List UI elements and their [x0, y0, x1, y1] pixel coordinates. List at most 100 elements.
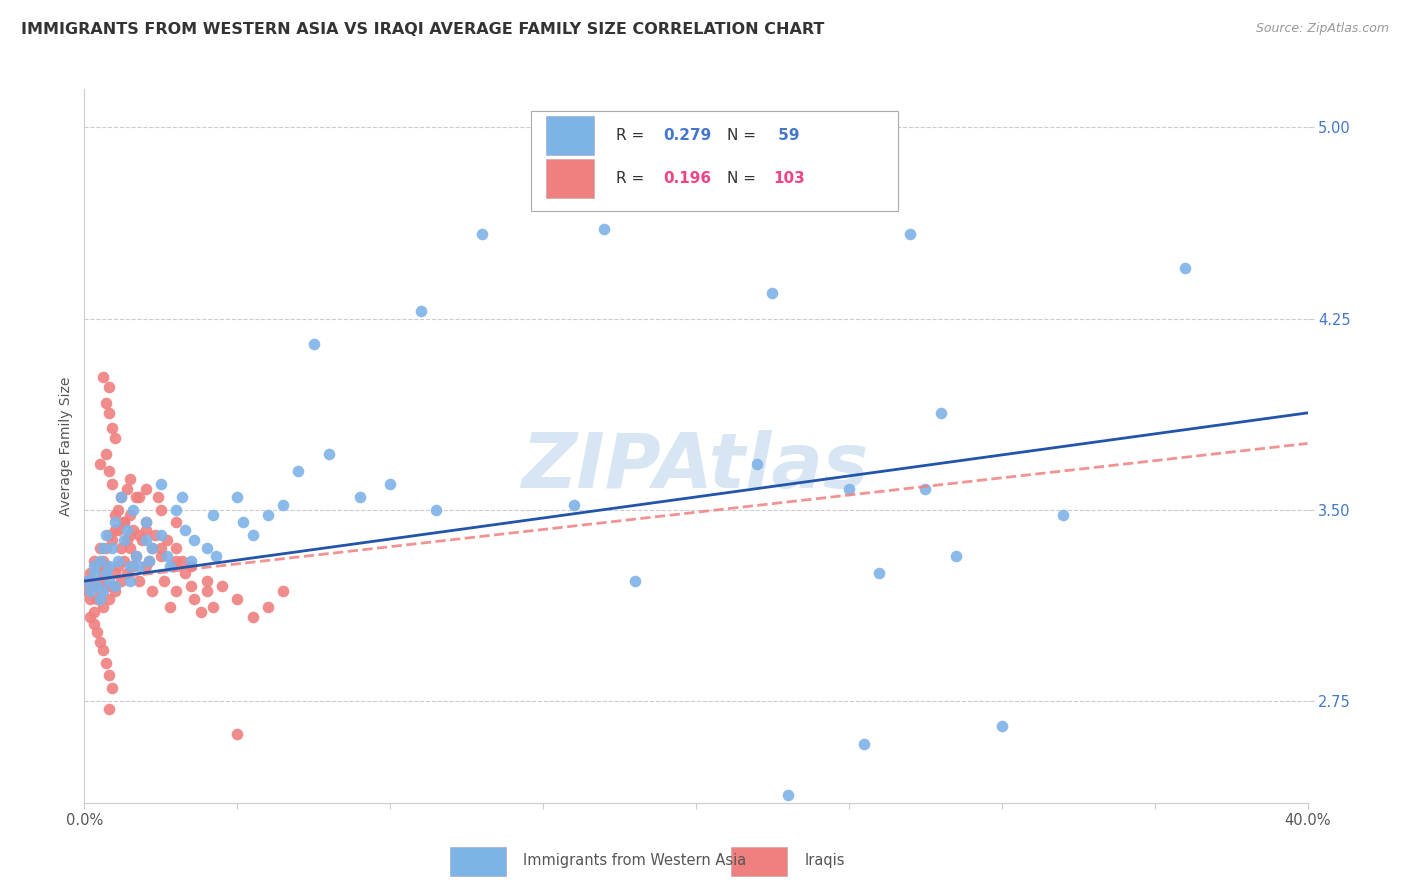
Point [120, 472, 142, 486]
Point [112, 533, 135, 548]
Point [165, 584, 187, 599]
Point [128, 528, 150, 542]
Point [89, 457, 111, 471]
Point [97, 465, 120, 479]
Point [195, 584, 218, 599]
Point [94, 395, 117, 409]
Point [761, 286, 783, 301]
Point [76, 574, 98, 588]
Point [97, 591, 120, 606]
Point [120, 541, 142, 555]
Point [172, 554, 194, 568]
Point [122, 558, 145, 573]
Point [156, 549, 179, 563]
Point [149, 477, 172, 491]
Point [86, 558, 108, 573]
Point [141, 541, 163, 555]
Point [226, 727, 249, 741]
Point [83, 617, 105, 632]
Text: Immigrants from Western Asia: Immigrants from Western Asia [523, 854, 747, 868]
Point [287, 465, 309, 479]
Bar [731, 847, 787, 876]
Point [183, 533, 205, 548]
Point [115, 566, 138, 581]
Point [101, 421, 124, 435]
Point [593, 222, 616, 236]
Point [91, 541, 114, 555]
Point [125, 549, 148, 563]
Point [195, 574, 218, 588]
Point [112, 516, 135, 530]
Point [76, 574, 98, 588]
Point [135, 523, 157, 537]
Point [929, 406, 952, 420]
Point [89, 591, 111, 606]
Y-axis label: Average Family Size: Average Family Size [59, 376, 73, 516]
Point [115, 533, 138, 548]
Point [83, 566, 105, 581]
Point [180, 554, 202, 568]
Point [94, 579, 117, 593]
Point [89, 541, 111, 555]
Point [624, 574, 647, 588]
Point [104, 584, 127, 599]
Point [128, 558, 150, 573]
Point [110, 490, 132, 504]
Point [89, 554, 111, 568]
Point [101, 477, 124, 491]
Point [131, 533, 153, 548]
Point [97, 528, 120, 542]
Point [83, 554, 105, 568]
Point [83, 605, 105, 619]
Point [91, 584, 114, 599]
Point [97, 574, 120, 588]
Point [83, 579, 105, 593]
Point [135, 558, 157, 573]
Point [91, 599, 114, 614]
Point [271, 498, 294, 512]
Point [104, 579, 127, 593]
Point [94, 541, 117, 555]
Point [174, 523, 197, 537]
Point [104, 523, 127, 537]
Point [122, 502, 145, 516]
Point [107, 523, 129, 537]
Point [226, 490, 249, 504]
Point [110, 541, 132, 555]
Point [201, 599, 224, 614]
Point [562, 498, 585, 512]
Point [94, 566, 117, 581]
Point [205, 549, 228, 563]
Point [125, 490, 148, 504]
Point [747, 457, 769, 471]
Point [79, 609, 101, 624]
Point [156, 533, 179, 548]
Point [125, 549, 148, 563]
Point [104, 431, 127, 445]
Point [110, 574, 132, 588]
Point [226, 591, 249, 606]
Point [91, 370, 114, 384]
Point [159, 558, 181, 573]
Point [138, 554, 160, 568]
Point [776, 788, 799, 802]
Point [94, 447, 117, 461]
Text: R =: R = [616, 171, 650, 186]
Point [112, 554, 135, 568]
Point [135, 483, 157, 497]
Point [1052, 508, 1074, 522]
Text: R =: R = [616, 128, 650, 143]
Point [172, 490, 194, 504]
Text: 59: 59 [773, 128, 800, 143]
Point [898, 227, 921, 242]
Point [257, 599, 280, 614]
Point [86, 579, 108, 593]
Point [135, 516, 157, 530]
Point [380, 477, 402, 491]
Point [242, 528, 264, 542]
Point [149, 541, 172, 555]
Point [101, 681, 124, 695]
Point [149, 549, 172, 563]
Point [83, 558, 105, 573]
Point [79, 584, 101, 599]
